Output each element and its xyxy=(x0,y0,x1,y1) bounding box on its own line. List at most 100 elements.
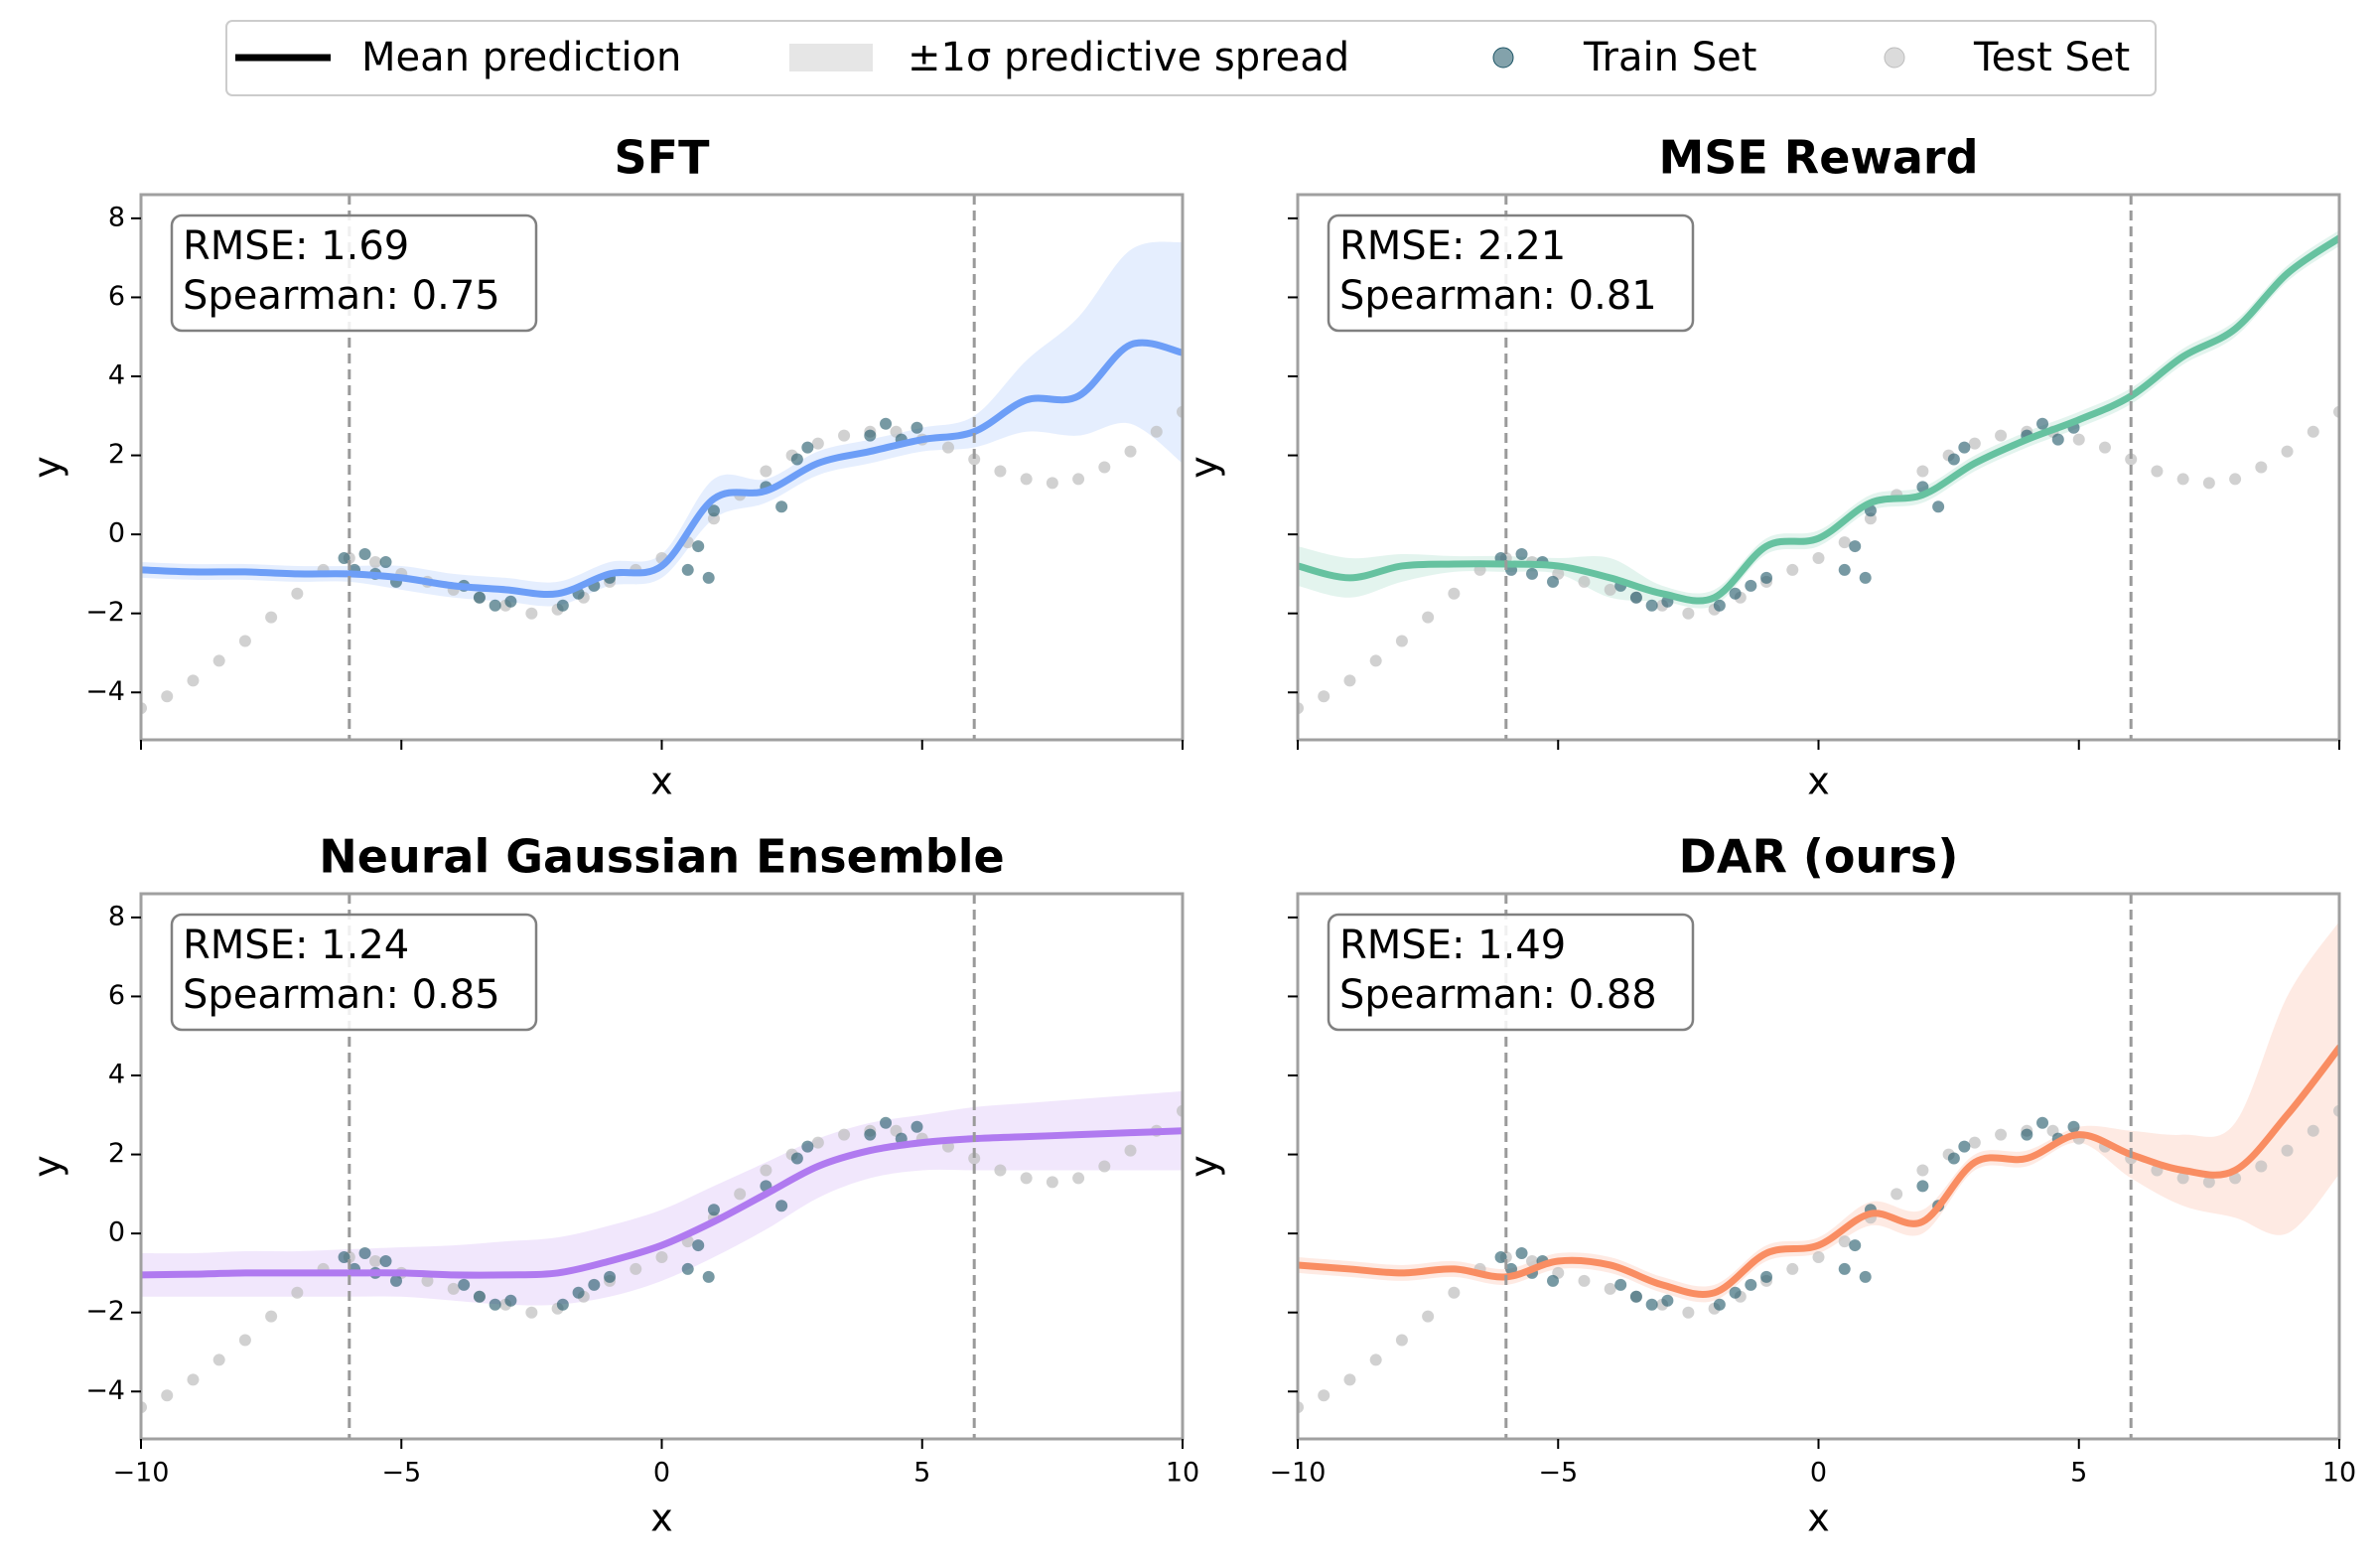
annotation-text: RMSE: 1.69 xyxy=(183,223,409,269)
x-tick-label: 0 xyxy=(653,1458,670,1489)
test-point xyxy=(265,611,278,624)
annotation-text: Spearman: 0.85 xyxy=(183,972,500,1018)
y-tick-label: −4 xyxy=(85,676,125,707)
train-point xyxy=(556,599,569,612)
test-point xyxy=(161,1389,174,1402)
test-point xyxy=(2281,445,2294,458)
test-point xyxy=(1604,1282,1616,1295)
y-tick-label: 8 xyxy=(108,202,125,232)
chart-title: SFT xyxy=(615,131,711,185)
chart-title: MSE Reward xyxy=(1658,131,1978,185)
test-point xyxy=(1422,611,1435,624)
train-point xyxy=(2036,417,2049,430)
y-axis-label: y xyxy=(26,1155,70,1178)
x-tick-label: 10 xyxy=(2322,1458,2356,1489)
test-point xyxy=(1968,437,1981,450)
train-point xyxy=(1515,548,1528,561)
test-point xyxy=(1046,1176,1058,1189)
train-point xyxy=(681,1262,694,1275)
test-point xyxy=(734,1188,747,1201)
x-tick-label: 0 xyxy=(1810,1458,1827,1489)
y-tick-label: 4 xyxy=(108,360,125,391)
test-point xyxy=(1838,536,1851,549)
train-point xyxy=(702,571,715,584)
train-point xyxy=(692,540,705,553)
y-axis-label: y xyxy=(1183,456,1226,479)
test-point xyxy=(1369,654,1382,667)
y-axis-label: y xyxy=(26,456,70,479)
train-point xyxy=(1526,567,1539,580)
test-point xyxy=(1812,1251,1825,1263)
mean-line xyxy=(1298,234,2339,605)
train-point xyxy=(358,548,371,561)
train-point xyxy=(707,504,720,517)
train-point xyxy=(1947,1152,1960,1165)
train-point xyxy=(2021,1128,2033,1141)
plot-area xyxy=(141,1090,1183,1414)
test-point xyxy=(2125,453,2138,466)
train-point xyxy=(775,500,788,513)
train-point xyxy=(1629,1290,1642,1303)
train-point xyxy=(681,563,694,576)
test-point xyxy=(1150,425,1163,438)
test-point xyxy=(1526,1254,1539,1267)
train-point xyxy=(910,1120,923,1133)
test-point xyxy=(1124,1144,1137,1157)
chart-title: Neural Gaussian Ensemble xyxy=(319,830,1004,884)
test-point xyxy=(291,1286,304,1299)
test-point xyxy=(2307,425,2319,438)
x-tick-label: −5 xyxy=(381,1458,421,1489)
train-point xyxy=(775,1200,788,1212)
x-tick-label: 10 xyxy=(1166,1458,1199,1489)
train-point xyxy=(1859,1270,1872,1283)
train-point xyxy=(1729,587,1742,600)
train-point xyxy=(458,1278,471,1291)
test-point xyxy=(187,1373,200,1386)
test-point xyxy=(630,1262,642,1275)
test-point xyxy=(655,1251,668,1263)
test-point xyxy=(421,1274,434,1287)
test-point xyxy=(1448,1286,1461,1299)
legend-label: ±1σ predictive spread xyxy=(908,35,1349,80)
legend-patch xyxy=(789,44,873,71)
test-point xyxy=(1786,563,1799,576)
test-point xyxy=(1812,552,1825,564)
train-point xyxy=(790,1152,803,1165)
legend-label: Test Set xyxy=(1973,35,2130,80)
x-tick-label: 5 xyxy=(913,1458,930,1489)
test-point xyxy=(212,1354,225,1366)
train-point xyxy=(504,1294,517,1307)
test-point xyxy=(1916,1164,1929,1177)
test-point xyxy=(811,1136,824,1149)
test-point xyxy=(2072,433,2085,446)
test-point xyxy=(1046,477,1058,490)
test-point xyxy=(994,465,1007,478)
train-point xyxy=(473,1290,486,1303)
test-point xyxy=(941,441,954,454)
test-point xyxy=(1578,1274,1591,1287)
test-point xyxy=(2098,441,2111,454)
annotation-text: RMSE: 1.49 xyxy=(1339,923,1566,968)
mean-line xyxy=(1298,1044,2339,1298)
train-point xyxy=(1859,571,1872,584)
train-point xyxy=(1849,1239,1862,1252)
y-tick-label: 2 xyxy=(108,439,125,470)
test-point xyxy=(369,555,382,568)
train-point xyxy=(2067,1120,2080,1133)
test-point xyxy=(1682,1306,1695,1319)
test-point xyxy=(1369,1354,1382,1366)
test-point xyxy=(1578,575,1591,588)
y-tick-label: 2 xyxy=(108,1138,125,1169)
test-point xyxy=(968,1152,981,1165)
legend-box xyxy=(225,20,2157,96)
train-point xyxy=(338,1251,350,1263)
test-point xyxy=(1604,583,1616,596)
test-point xyxy=(2307,1124,2319,1137)
train-point xyxy=(379,555,392,568)
test-point xyxy=(1916,465,1929,478)
train-point xyxy=(702,1270,715,1283)
test-point xyxy=(2202,1176,2215,1189)
train-point xyxy=(880,417,893,430)
